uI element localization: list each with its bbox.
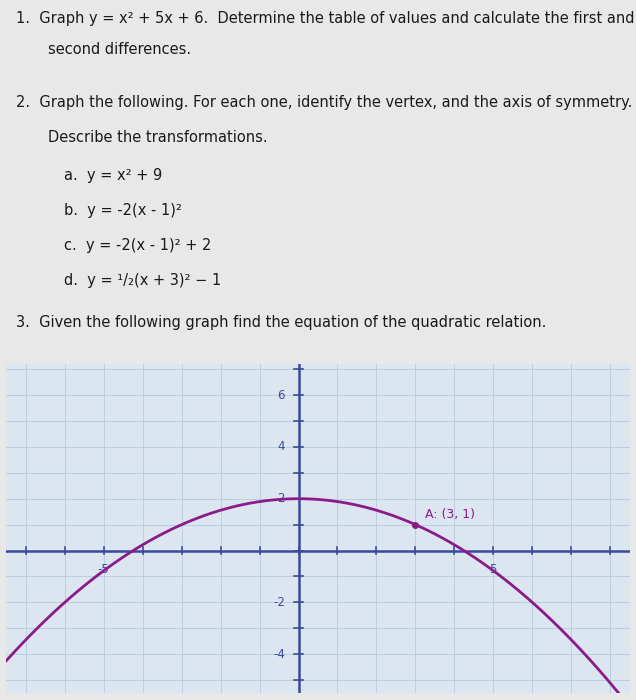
Text: 1.  Graph y = x² + 5x + 6.  Determine the table of values and calculate the firs: 1. Graph y = x² + 5x + 6. Determine the …	[16, 10, 634, 25]
Text: 3.  Given the following graph find the equation of the quadratic relation.: 3. Given the following graph find the eq…	[16, 315, 546, 330]
Text: 4: 4	[277, 440, 285, 454]
Text: c.  y = -2(x - 1)² + 2: c. y = -2(x - 1)² + 2	[64, 238, 211, 253]
Text: 2.  Graph the following. For each one, identify the vertex, and the axis of symm: 2. Graph the following. For each one, id…	[16, 94, 632, 109]
Text: -4: -4	[273, 648, 285, 661]
Text: a.  y = x² + 9: a. y = x² + 9	[64, 168, 162, 183]
Text: 5: 5	[490, 564, 497, 577]
Text: second differences.: second differences.	[48, 42, 191, 57]
Text: -2: -2	[273, 596, 285, 609]
Text: -5: -5	[98, 564, 109, 577]
Text: A: (3, 1): A: (3, 1)	[425, 508, 475, 521]
Text: b.  y = -2(x - 1)²: b. y = -2(x - 1)²	[64, 203, 181, 218]
Text: d.  y = ¹/₂(x + 3)² − 1: d. y = ¹/₂(x + 3)² − 1	[64, 273, 221, 288]
Text: 2: 2	[277, 492, 285, 505]
Text: Describe the transformations.: Describe the transformations.	[48, 130, 267, 144]
Text: 6: 6	[277, 389, 285, 402]
